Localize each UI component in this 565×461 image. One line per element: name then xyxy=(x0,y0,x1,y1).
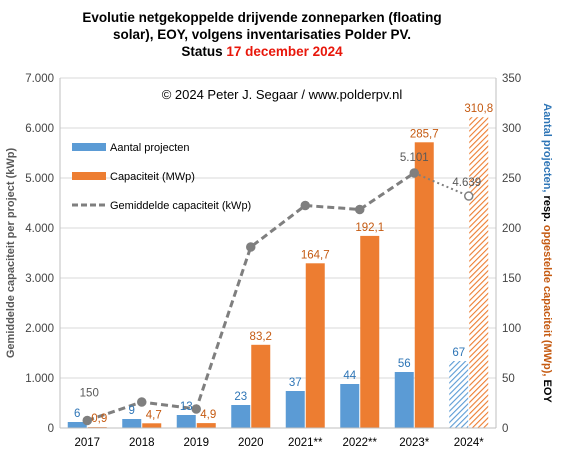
average-point xyxy=(409,168,419,178)
legend-swatch-projects xyxy=(72,143,106,151)
data-labels: 6 0,9 9 4,7 13 4,9 23 83,2 37 164,7 44 192,1 56 285,7… xyxy=(74,103,493,425)
average-point xyxy=(191,404,201,414)
y-left-tick-label: 1.000 xyxy=(25,373,54,385)
y-left-tick-label: 3.000 xyxy=(25,273,54,285)
bar-label-capacity: 4,7 xyxy=(146,409,162,421)
right-label-part-projects: Aantal projecten, xyxy=(541,103,553,195)
x-tick-label: 2022** xyxy=(342,437,377,449)
bar-label-capacity: 164,7 xyxy=(301,249,330,261)
y-right-tick-label: 250 xyxy=(502,173,521,185)
average-capacity-line xyxy=(82,168,474,426)
y-right-tick-label: 300 xyxy=(502,123,521,135)
right-label-part-capacity: opgestelde capaciteit (MWp), xyxy=(541,222,553,380)
title-status-prefix: Status xyxy=(181,44,226,59)
y-right-tick-label: 50 xyxy=(502,373,515,385)
bar-label-projects: 6 xyxy=(74,408,80,420)
y-left-tick-label: 2.000 xyxy=(25,323,54,335)
legend: Aantal projecten Capaciteit (MWp) Gemidd… xyxy=(72,142,251,212)
y-right-tick-label: 0 xyxy=(502,423,508,435)
bar-label-capacity: 285,7 xyxy=(410,128,439,140)
x-tick-label: 2019 xyxy=(183,437,209,449)
x-tick-label: 2021** xyxy=(288,437,323,449)
y-axis-left-label: Gemiddelde capaciteit per project (kWp) xyxy=(5,148,17,359)
right-label-part-resp: resp. xyxy=(541,196,553,222)
x-tick-label: 2017 xyxy=(74,437,100,449)
bar-capacity xyxy=(305,263,325,428)
x-tick-label: 2024* xyxy=(454,437,485,449)
bar-projects xyxy=(340,384,360,428)
average-point xyxy=(82,415,92,426)
tick-labels: 0 0 1.000 50 2.000 100 3.000 150 4.000 200 5.000 25… xyxy=(25,73,521,449)
y-left-tick-label: 5.000 xyxy=(25,173,54,185)
title-status-date: 17 december 2024 xyxy=(226,44,343,59)
bar-projects xyxy=(122,419,142,428)
x-tick-label: 2020 xyxy=(238,437,264,449)
y-left-tick-label: 4.000 xyxy=(25,223,54,235)
bar-label-projects: 67 xyxy=(452,347,465,359)
legend-label-projects: Aantal projecten xyxy=(110,142,190,154)
right-label-part-eoy: EOY xyxy=(541,380,553,404)
average-point xyxy=(355,204,365,215)
line-label-average: 5.101 xyxy=(400,152,429,164)
y-right-tick-label: 150 xyxy=(502,273,521,285)
line-label-average: 4.639 xyxy=(452,177,481,189)
line-label-average: 150 xyxy=(80,388,99,400)
average-point xyxy=(464,191,474,201)
bar-label-capacity: 4,9 xyxy=(200,409,216,421)
bar-label-projects: 37 xyxy=(289,377,302,389)
y-right-tick-label: 100 xyxy=(502,323,521,335)
y-axis-right-label: Aantal projecten, resp. opgestelde capac… xyxy=(541,103,553,403)
legend-swatch-capacity xyxy=(72,172,106,180)
y-left-tick-label: 7.000 xyxy=(25,73,54,85)
bar-label-capacity: 192,1 xyxy=(355,222,384,234)
bar-label-capacity: 83,2 xyxy=(250,331,272,343)
y-right-tick-label: 350 xyxy=(502,73,521,85)
chart-title-line-2: solar), EOY, volgens inventarisaties Pol… xyxy=(113,27,411,42)
bar-label-projects: 13 xyxy=(180,401,193,413)
bar-capacity xyxy=(414,142,434,429)
bar-label-projects: 44 xyxy=(343,370,356,382)
bar-label-projects: 23 xyxy=(234,391,247,403)
bar-projects xyxy=(231,405,251,428)
y-left-tick-label: 0 xyxy=(48,423,54,435)
bar-label-capacity: 0,9 xyxy=(91,413,107,425)
chart-title-line-3: Status 17 december 2024 xyxy=(181,44,343,59)
copyright-text: © 2024 Peter J. Segaar / www.polderpv.nl xyxy=(162,87,403,102)
legend-label-line: Gemiddelde capaciteit (kWp) xyxy=(110,200,251,212)
y-right-tick-label: 200 xyxy=(502,223,521,235)
x-tick-label: 2018 xyxy=(129,437,155,449)
bar-label-projects: 56 xyxy=(398,358,411,370)
bar-capacity xyxy=(142,423,162,428)
legend-label-capacity: Capaciteit (MWp) xyxy=(110,171,195,183)
bar-capacity xyxy=(469,117,489,428)
bar-projects xyxy=(394,372,414,428)
x-tick-label: 2023* xyxy=(399,437,430,449)
bar-projects xyxy=(285,391,305,428)
average-point xyxy=(300,200,310,211)
bar-capacity xyxy=(251,344,271,428)
bar-projects xyxy=(449,361,469,428)
average-point xyxy=(246,242,256,252)
axes xyxy=(59,78,497,429)
bar-capacity xyxy=(360,235,380,428)
gridlines xyxy=(60,77,496,379)
bar-label-capacity: 310,8 xyxy=(464,103,493,115)
average-point xyxy=(137,397,147,407)
bar-projects xyxy=(176,415,196,428)
bar-label-projects: 9 xyxy=(129,405,135,417)
bar-capacity xyxy=(196,423,216,428)
bar-projects xyxy=(67,422,87,428)
bars xyxy=(67,117,489,429)
y-left-tick-label: 6.000 xyxy=(25,123,54,135)
chart-title-line-1: Evolutie netgekoppelde drijvende zonnepa… xyxy=(82,10,441,25)
